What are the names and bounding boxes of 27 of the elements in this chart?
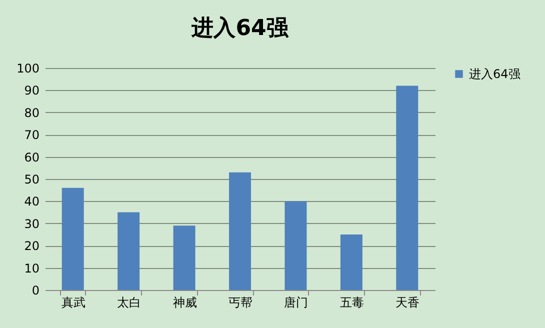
bar [173,226,196,290]
x-tick-label: 唐门 [284,296,308,310]
x-tick-label: 天香 [396,296,420,310]
y-tick-label: 90 [24,84,40,98]
legend-label: 进入64强 [469,67,520,81]
x-tick-label: 丐帮 [228,296,252,310]
y-tick-label: 60 [24,150,40,164]
bar [396,86,418,290]
y-tick-label: 50 [24,172,40,186]
y-tick-label: 10 [24,261,40,276]
x-tick-label: 神威 [172,296,197,310]
bar [229,172,251,290]
chart-title: 进入64强 [190,16,290,41]
y-tick-label: 80 [24,106,40,120]
y-tick-label: 70 [24,128,40,142]
x-tick-label: 真武 [61,296,86,310]
bar [284,201,307,290]
y-tick-label: 30 [24,216,40,231]
x-tick-label: 太白 [117,296,142,310]
bar [62,188,84,290]
x-tick-label: 五毒 [340,296,364,310]
y-tick-label: 0 [32,284,40,298]
bar [340,234,362,290]
y-tick-label: 100 [16,62,40,76]
y-tick-label: 40 [24,194,40,209]
bar [118,212,140,290]
y-tick-label: 20 [24,239,40,254]
